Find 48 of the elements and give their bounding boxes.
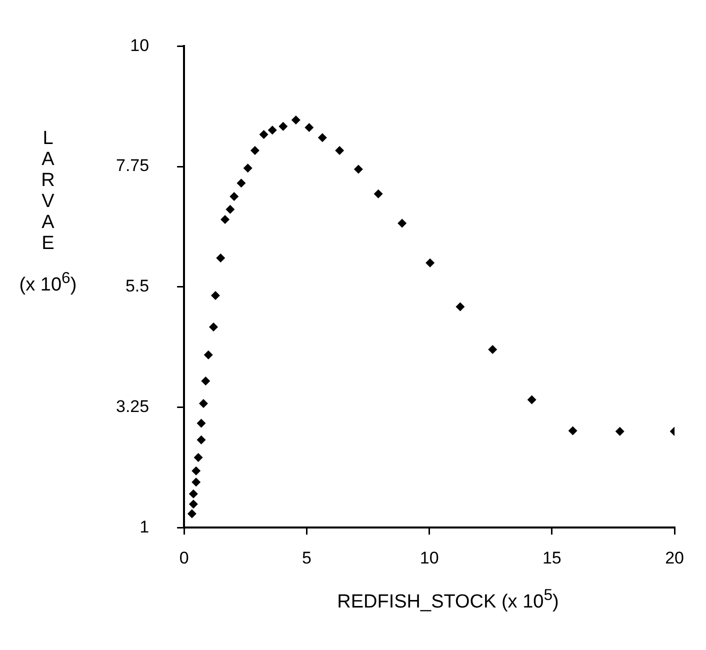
point bbox=[488, 344, 498, 354]
point bbox=[236, 178, 246, 188]
y-tick-label: 5.5 bbox=[125, 276, 150, 296]
text: LARVAE (x 10$^{6}$) bbox=[19, 128, 77, 296]
x-tick-label: 10 bbox=[420, 548, 439, 568]
point bbox=[335, 146, 344, 156]
point bbox=[291, 116, 300, 125]
point bbox=[220, 215, 230, 224]
point bbox=[615, 426, 624, 436]
point bbox=[187, 509, 196, 518]
point bbox=[354, 164, 363, 174]
point bbox=[196, 435, 206, 444]
point bbox=[278, 122, 288, 131]
point bbox=[196, 418, 206, 428]
point bbox=[230, 192, 239, 202]
x-tick-label: 15 bbox=[542, 548, 562, 568]
x-tick-label: 20 bbox=[665, 548, 684, 568]
point bbox=[250, 146, 260, 156]
point bbox=[226, 204, 235, 214]
point bbox=[259, 130, 268, 139]
point bbox=[374, 189, 383, 198]
y-tick-label: 7.75 bbox=[116, 156, 150, 176]
point bbox=[210, 290, 220, 300]
point bbox=[188, 500, 198, 509]
point bbox=[198, 399, 208, 408]
point bbox=[194, 453, 203, 462]
y-tick-label: 1 bbox=[140, 517, 150, 536]
point bbox=[201, 376, 210, 386]
point bbox=[268, 126, 277, 135]
point bbox=[318, 133, 327, 142]
point bbox=[216, 254, 226, 263]
x-tick-label: 0 bbox=[179, 548, 189, 568]
point bbox=[243, 164, 252, 173]
point bbox=[398, 218, 407, 228]
point bbox=[192, 466, 201, 476]
y-tick-label: 10 bbox=[130, 36, 150, 55]
point bbox=[204, 350, 213, 360]
point bbox=[426, 258, 435, 268]
point bbox=[456, 302, 465, 312]
x-tick-label: 5 bbox=[302, 548, 312, 568]
point bbox=[304, 123, 314, 132]
point bbox=[527, 395, 536, 404]
point bbox=[192, 478, 201, 487]
point bbox=[568, 426, 578, 436]
point bbox=[209, 322, 218, 332]
x-axis-title: REDFISH_STOCK (x 10$^{5}$) bbox=[336, 587, 560, 614]
point bbox=[188, 489, 198, 498]
y-tick-label: 3.25 bbox=[116, 396, 150, 416]
